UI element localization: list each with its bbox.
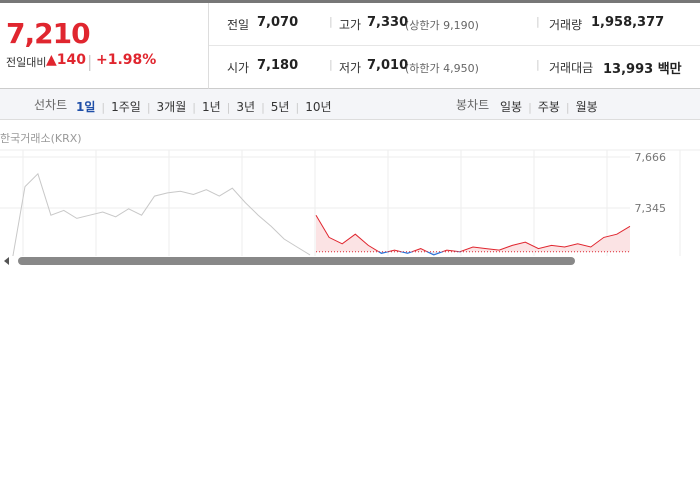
stat-value: 7,330 (367, 15, 409, 30)
stats: 전일 7,070 | 고가 7,330 (상한가 9,190) | 거래량 1,… (209, 3, 700, 89)
divider: | (565, 101, 570, 114)
price-box: 7,210 전일대비 ▲140 | +1.98% (0, 3, 209, 89)
tab[interactable]: 10년 (305, 100, 332, 114)
source: 한국거래소(KRX) (0, 132, 82, 145)
stat-label: 거래대금 (549, 61, 594, 75)
divider: | (329, 15, 333, 28)
chart: 7,666 7,345 (0, 149, 700, 265)
tab-group-label: 봉차트 (456, 98, 490, 112)
divider: | (295, 101, 300, 114)
tab[interactable]: 1일 (76, 100, 96, 114)
divider: | (101, 101, 106, 114)
divider: | (87, 52, 93, 71)
stat-value: 13,993 백만 (603, 62, 682, 77)
tab-group-label: 선차트 (34, 98, 68, 112)
divider: | (528, 101, 532, 114)
stat-label: 시가 (227, 61, 250, 75)
price: 7,210 (6, 17, 91, 50)
prev-day-line (12, 172, 311, 256)
stat-value: 7,010 (367, 58, 409, 73)
area-above (316, 215, 630, 252)
divider: | (329, 58, 333, 71)
row-divider (209, 45, 700, 46)
stat-note: (상한가 9,190) (405, 19, 479, 32)
divider: | (536, 15, 540, 28)
tab[interactable]: 일봉 (500, 100, 523, 114)
tab[interactable]: 5년 (270, 100, 290, 114)
y-tick-label: 7,666 (635, 151, 667, 164)
divider: | (536, 58, 540, 71)
stat-value: 7,180 (257, 58, 299, 73)
scroll-arrow[interactable] (4, 257, 9, 265)
tab[interactable]: 3년 (236, 100, 256, 114)
today-line (315, 214, 631, 252)
stat-label: 저가 (339, 61, 362, 75)
change-rate: +1.98% (96, 52, 157, 68)
tab-list: 일봉 | 주봉 | 월봉 (494, 96, 604, 115)
change: ▲140 (46, 52, 86, 68)
stat-label: 전일 (227, 18, 250, 32)
change-label: 전일대비 (6, 56, 47, 69)
stat-label: 거래량 (549, 18, 583, 32)
top-bar (0, 0, 700, 3)
stat-label: 고가 (339, 18, 362, 32)
tab[interactable]: 1주일 (111, 100, 141, 114)
tab[interactable]: 3개월 (156, 100, 187, 114)
divider: | (261, 101, 265, 114)
tab[interactable]: 주봉 (537, 100, 560, 114)
stat-value: 7,070 (257, 15, 299, 30)
divider: | (146, 101, 151, 114)
tab[interactable]: 월봉 (575, 100, 598, 114)
stat-note: (하한가 4,950) (405, 62, 479, 75)
tab-list: 1일 | 1주일 | 3개월 | 1년 | 3년 | 5년 | 10년 (70, 96, 338, 115)
divider: | (226, 101, 231, 114)
stat-value: 1,958,377 (591, 15, 665, 30)
y-tick-label: 7,345 (635, 202, 667, 215)
divider: | (192, 101, 196, 114)
tab-bar: 선차트 1일 | 1주일 | 3개월 | 1년 | 3년 | 5년 | 10년 봉차트 일봉 | 주봉 | 월봉 (0, 89, 700, 120)
scrollbar[interactable] (18, 257, 575, 265)
tab[interactable]: 1년 (201, 100, 221, 114)
